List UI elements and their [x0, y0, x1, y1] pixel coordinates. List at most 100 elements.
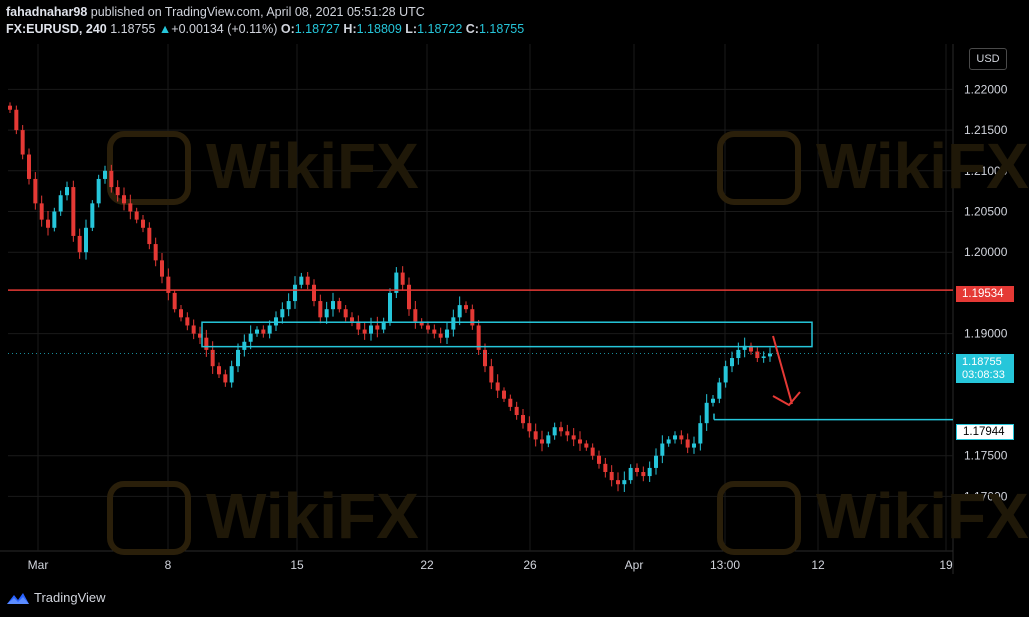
candle-body-down	[261, 329, 266, 334]
candle-body-down	[204, 337, 209, 350]
candle-body-down	[464, 305, 468, 310]
candle-body-down	[179, 309, 183, 318]
time-tick-label: Mar	[28, 558, 49, 572]
candle-body-down	[432, 329, 437, 334]
wikifx-watermark-text: WikiFX	[206, 480, 419, 552]
candle-body-up	[242, 341, 247, 350]
candle-body-down	[616, 480, 620, 485]
supply-zone-rect	[201, 321, 813, 348]
high-value: 1.18809	[356, 22, 402, 36]
candle-body-down	[312, 284, 316, 302]
high-label: H:	[343, 22, 357, 36]
open-label: O:	[280, 22, 295, 36]
candle-body-down	[172, 292, 177, 310]
candle-body-down	[8, 105, 12, 110]
candle-body-down	[413, 309, 418, 322]
published-text: published on TradingView.com, April 08, …	[90, 5, 425, 19]
time-tick-label: 15	[290, 558, 304, 572]
candle-body-down	[191, 325, 196, 334]
change-value: +0.00134 (+0.11%)	[171, 22, 278, 36]
wikifx-watermark-icon	[107, 131, 191, 205]
ohlc-line: FX:EURUSD, 240 1.18755 ▲+0.00134 (+0.11%…	[6, 21, 524, 38]
wikifx-watermark-icon	[717, 481, 801, 555]
price-tick-label: 1.19000	[964, 327, 1008, 341]
candle-body-down	[489, 366, 494, 383]
candle-body-up	[84, 227, 88, 253]
tradingview-brand[interactable]: TradingView	[6, 590, 106, 605]
author-name[interactable]: fahadnahar98	[6, 5, 88, 19]
candle-body-up	[647, 467, 652, 477]
candle-body-down	[210, 349, 215, 367]
candle-body-down	[20, 130, 25, 155]
close-value: 1.18755	[478, 22, 525, 36]
candle-body-down	[597, 455, 601, 464]
candle-body-down	[603, 463, 608, 473]
candle-body-down	[375, 325, 380, 330]
candle-body-down	[609, 472, 614, 481]
price-chart[interactable]: 1.22000 1.21500 1.21000 1.20500 1.20000 1.190…	[0, 44, 1029, 584]
wikifx-watermark-text: WikiFX	[206, 130, 419, 202]
candle-body-up	[90, 203, 95, 228]
candle-body-up	[388, 292, 392, 322]
candle-body-down	[495, 382, 500, 391]
candle-body-down	[166, 276, 171, 293]
candle-body-down	[426, 325, 430, 330]
candle-body-up	[445, 329, 449, 338]
candle-body-up	[331, 301, 335, 310]
candle-body-down	[438, 333, 443, 338]
close-label: C:	[465, 22, 479, 36]
wikifx-watermark-text: WikiFX	[816, 130, 1029, 202]
wikifx-watermark-icon	[717, 131, 801, 205]
price-tick-label: 1.22000	[964, 82, 1008, 96]
candle-body-down	[470, 309, 475, 326]
candle-body-down	[134, 211, 139, 220]
candle-body-down	[521, 415, 525, 424]
candle-body-down	[39, 203, 44, 220]
candle-body-up	[293, 284, 297, 302]
candle-body-down	[33, 178, 38, 204]
candle-body-up	[552, 427, 557, 436]
candle-body-up	[274, 317, 278, 326]
currency-button[interactable]: USD	[969, 48, 1007, 70]
candle-body-up	[286, 301, 291, 310]
candle-body-down	[356, 321, 361, 330]
candle-body-down	[217, 366, 221, 375]
price-tick-label: 1.21500	[964, 123, 1008, 137]
candle-body-down	[318, 301, 323, 318]
time-tick-label: 26	[523, 558, 537, 572]
candle-body-up	[622, 480, 627, 485]
candle-body-down	[483, 349, 487, 367]
candle-body-up	[381, 321, 386, 330]
candle-body-down	[128, 203, 133, 212]
bar-countdown: 03:08:33	[962, 368, 1005, 381]
candle-body-up	[451, 317, 456, 330]
candle-body-up	[768, 353, 772, 357]
candle-body-down	[540, 439, 544, 444]
candle-body-down	[508, 398, 513, 407]
publish-line: fahadnahar98 published on TradingView.co…	[6, 4, 524, 21]
candle-body-down	[14, 109, 19, 131]
candle-body-up	[730, 358, 734, 367]
candle-body-down	[419, 321, 424, 326]
brand-label: TradingView	[34, 590, 106, 605]
candle-body-down	[533, 431, 538, 440]
candle-body-up	[248, 333, 253, 342]
candle-body-down	[185, 317, 190, 326]
price-tick-label: 1.17000	[964, 489, 1008, 503]
candle-body-down	[476, 325, 481, 350]
symbol-label[interactable]: FX:EURUSD, 240	[6, 22, 107, 36]
candle-body-up	[103, 170, 107, 179]
candle-body-up	[236, 349, 240, 367]
candle-body-down	[71, 187, 76, 236]
support-price-label: 1.17944	[956, 424, 1014, 440]
candle-body-up	[229, 366, 234, 383]
candle-body-down	[46, 219, 50, 228]
candle-body-down	[198, 333, 202, 338]
down-arrow-head	[772, 391, 801, 407]
down-arrow-shaft	[772, 335, 793, 405]
candle-body-down	[160, 260, 164, 277]
candle-body-down	[749, 345, 753, 352]
low-label: L:	[405, 22, 418, 36]
candle-body-up	[65, 187, 69, 196]
candle-body-up	[394, 272, 399, 293]
